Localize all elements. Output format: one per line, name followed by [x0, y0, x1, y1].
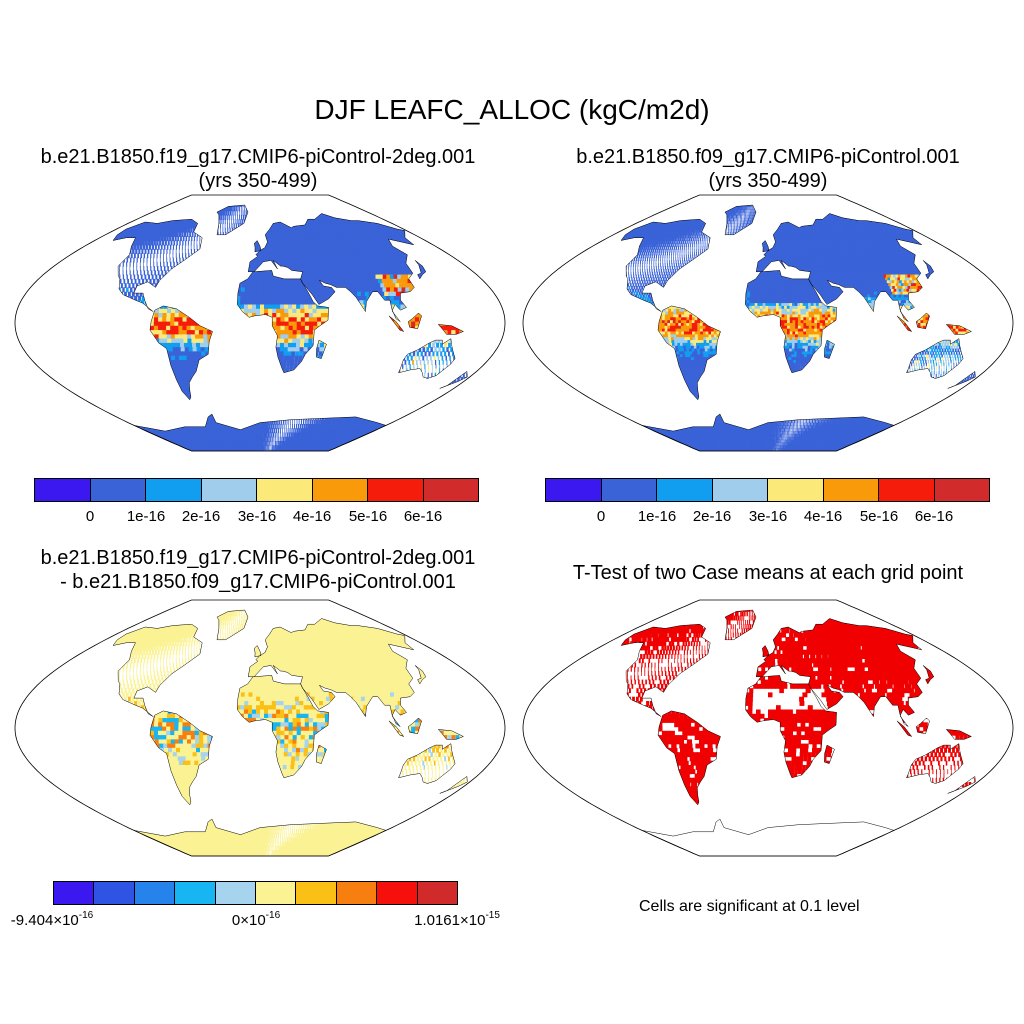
significance-note: Cells are significant at 0.1 level [639, 898, 860, 916]
data-cells [621, 205, 976, 451]
colorbar-box [546, 479, 602, 501]
tick-label: 0 [597, 508, 605, 525]
map-top-left [14, 194, 506, 452]
colorbar-box [90, 479, 146, 501]
colorbar-box [879, 479, 935, 501]
tick-label: 5e-16 [349, 508, 387, 525]
tick-label-zero: 0×10-16 [232, 910, 280, 929]
map-bottom-left [14, 599, 506, 857]
map-outline [14, 599, 506, 857]
colorbar-box [201, 479, 257, 501]
data-cells [621, 610, 976, 805]
colorbar-box [768, 479, 824, 501]
tick-label: 5e-16 [860, 508, 898, 525]
tick-label: 1e-16 [127, 508, 165, 525]
colorbar-box [134, 882, 176, 904]
colorbar-bottom-left [53, 881, 458, 905]
panel-title-line1: b.e21.B1850.f19_g17.CMIP6-piControl-2deg… [8, 546, 508, 570]
map-outline [522, 194, 1014, 452]
panel-title-line1: T-Test of two Case means at each grid po… [518, 561, 1018, 585]
colorbar-box [417, 882, 458, 904]
tick-label: 3e-16 [749, 508, 787, 525]
colorbar-top-right [545, 478, 990, 502]
data-cells [113, 205, 468, 451]
panel-title-line2: (yrs 350-499) [8, 169, 508, 193]
tick-label: 0 [86, 508, 94, 525]
tick-label-max: 1.0161×10-15 [414, 910, 500, 929]
panel-title-line1: b.e21.B1850.f09_g17.CMIP6-piControl.001 [518, 145, 1018, 169]
tick-label: 4e-16 [293, 508, 331, 525]
tick-label: 4e-16 [804, 508, 842, 525]
panel-title-top-left: b.e21.B1850.f19_g17.CMIP6-piControl-2deg… [8, 145, 508, 193]
panel-title-line1: b.e21.B1850.f19_g17.CMIP6-piControl-2deg… [8, 145, 508, 169]
tick-label: 2e-16 [182, 508, 220, 525]
map-outline [522, 599, 1014, 857]
colorbar-box [712, 479, 768, 501]
panel-title-bottom-right: T-Test of two Case means at each grid po… [518, 561, 1018, 585]
colorbar-box [601, 479, 657, 501]
colorbar-box [657, 479, 713, 501]
main-title: DJF LEAFC_ALLOC (kgC/m2d) [0, 94, 1024, 126]
colorbar-box [296, 882, 337, 904]
map-outline [14, 194, 506, 452]
colorbar-box [215, 882, 257, 904]
tick-label: 1e-16 [638, 508, 676, 525]
colorbar-box [934, 479, 989, 501]
tick-label: 3e-16 [238, 508, 276, 525]
tick-label-min: -9.404×10-16 [11, 910, 93, 929]
map-bottom-right [522, 599, 1014, 857]
coastlines [620, 204, 976, 452]
colorbar-box [175, 882, 216, 904]
colorbar-box [54, 882, 95, 904]
colorbar-box [423, 479, 478, 501]
colorbar-box [336, 882, 378, 904]
colorbar-box [377, 882, 418, 904]
panel-title-bottom-left: b.e21.B1850.f19_g17.CMIP6-piControl-2deg… [8, 546, 508, 594]
panel-title-line2: (yrs 350-499) [518, 169, 1018, 193]
data-cells [113, 610, 468, 856]
panel-title-top-right: b.e21.B1850.f09_g17.CMIP6-piControl.001 … [518, 145, 1018, 193]
colorbar-box [35, 479, 91, 501]
panel-title-line2: - b.e21.B1850.f09_g17.CMIP6-piControl.00… [8, 570, 508, 594]
colorbar-box [368, 479, 424, 501]
map-top-right [522, 194, 1014, 452]
colorbar-box [94, 882, 135, 904]
tick-label: 6e-16 [915, 508, 953, 525]
tick-label: 6e-16 [404, 508, 442, 525]
tick-label: 2e-16 [693, 508, 731, 525]
colorbar-box [146, 479, 202, 501]
colorbar-box [823, 479, 879, 501]
colorbar-box [312, 479, 368, 501]
coastlines [112, 609, 468, 857]
colorbar-box [257, 479, 313, 501]
colorbar-top-left [34, 478, 479, 502]
colorbar-box [256, 882, 297, 904]
